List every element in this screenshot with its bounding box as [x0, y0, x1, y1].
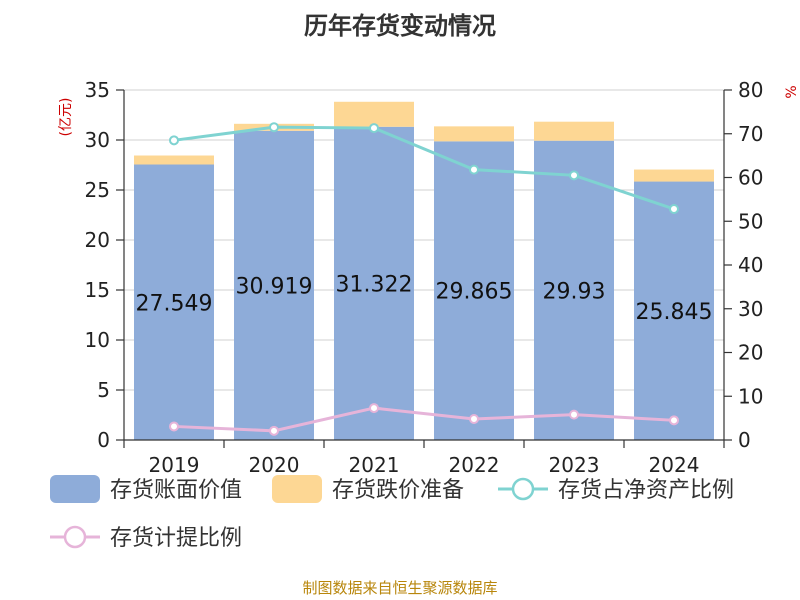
right-tick-label: 70: [738, 122, 763, 146]
legend-marker: [511, 477, 535, 501]
legend-label: 存货跌价准备: [332, 478, 464, 503]
bar-book-value: [634, 181, 714, 441]
x-tick-label: 2023: [549, 453, 600, 477]
legend-label: 存货占净资产比例: [558, 478, 734, 503]
bar-data-label: 25.845: [636, 300, 713, 325]
bar-book-value: [234, 130, 314, 440]
legend-label: 存货计提比例: [110, 526, 242, 551]
x-tick-label: 2022: [449, 453, 500, 477]
legend-marker: [63, 525, 87, 549]
line-provision-ratio: [173, 406, 675, 433]
line-share-of-net-assets: [173, 125, 675, 211]
legend-swatch: [50, 475, 100, 503]
bar-impairment: [634, 169, 714, 182]
point-provision-ratio: [669, 415, 679, 426]
bar-book-value: [334, 126, 414, 440]
point-provision-ratio: [269, 425, 279, 436]
chart-title: 历年存货变动情况: [304, 12, 496, 40]
point-share-of-net-assets: [569, 170, 579, 181]
right-tick-label: 20: [738, 341, 763, 365]
right-axis-unit: %: [784, 85, 800, 98]
bar-book-value: [534, 140, 614, 440]
point-share-of-net-assets: [369, 123, 379, 134]
left-tick-label: 15: [85, 278, 110, 302]
point-provision-ratio: [369, 403, 379, 414]
right-tick-label: 30: [738, 297, 763, 321]
x-tick-label: 2024: [649, 453, 700, 477]
right-tick-label: 0: [738, 428, 751, 452]
left-tick-label: 20: [85, 228, 110, 252]
point-provision-ratio: [569, 409, 579, 420]
bar-data-label: 30.919: [236, 274, 313, 299]
bar-data-label: 27.549: [136, 291, 213, 316]
right-tick-label: 80: [738, 78, 763, 102]
bar-data-label: 29.93: [543, 279, 606, 304]
bar-book-value: [434, 141, 514, 440]
left-axis-unit: (亿元): [58, 98, 74, 137]
bar-impairment: [434, 126, 514, 142]
legend-swatch: [272, 475, 322, 503]
left-tick-label: 30: [85, 128, 110, 152]
source-note: 制图数据来自恒生聚源数据库: [302, 579, 498, 597]
point-provision-ratio: [169, 421, 179, 432]
bar-impairment: [134, 155, 214, 165]
bar-data-label: 29.865: [436, 280, 513, 305]
left-tick-label: 10: [85, 328, 110, 352]
point-share-of-net-assets: [169, 135, 179, 146]
left-tick-label: 25: [85, 178, 110, 202]
right-tick-label: 10: [738, 384, 763, 408]
bar-data-label: 31.322: [336, 272, 413, 297]
x-tick-label: 2020: [249, 453, 300, 477]
bar-impairment: [534, 121, 614, 141]
right-tick-label: 60: [738, 166, 763, 190]
point-share-of-net-assets: [469, 164, 479, 175]
left-tick-label: 0: [97, 428, 110, 452]
legend-label: 存货账面价值: [110, 478, 242, 503]
point-share-of-net-assets: [669, 204, 679, 214]
x-tick-label: 2019: [149, 453, 200, 477]
right-tick-label: 50: [738, 209, 763, 233]
right-tick-label: 40: [738, 253, 763, 277]
left-tick-label: 5: [97, 378, 110, 402]
x-tick-label: 2021: [349, 453, 400, 477]
left-tick-label: 35: [85, 78, 110, 102]
point-share-of-net-assets: [269, 122, 279, 133]
bar-book-value: [134, 164, 214, 440]
bar-impairment: [334, 101, 414, 127]
point-provision-ratio: [469, 414, 479, 424]
